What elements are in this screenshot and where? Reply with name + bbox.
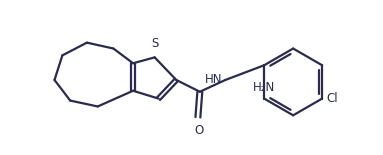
Text: Cl: Cl <box>326 92 338 105</box>
Text: HN: HN <box>205 73 223 86</box>
Text: H₂N: H₂N <box>253 81 275 94</box>
Text: S: S <box>151 38 158 51</box>
Text: O: O <box>194 124 203 137</box>
